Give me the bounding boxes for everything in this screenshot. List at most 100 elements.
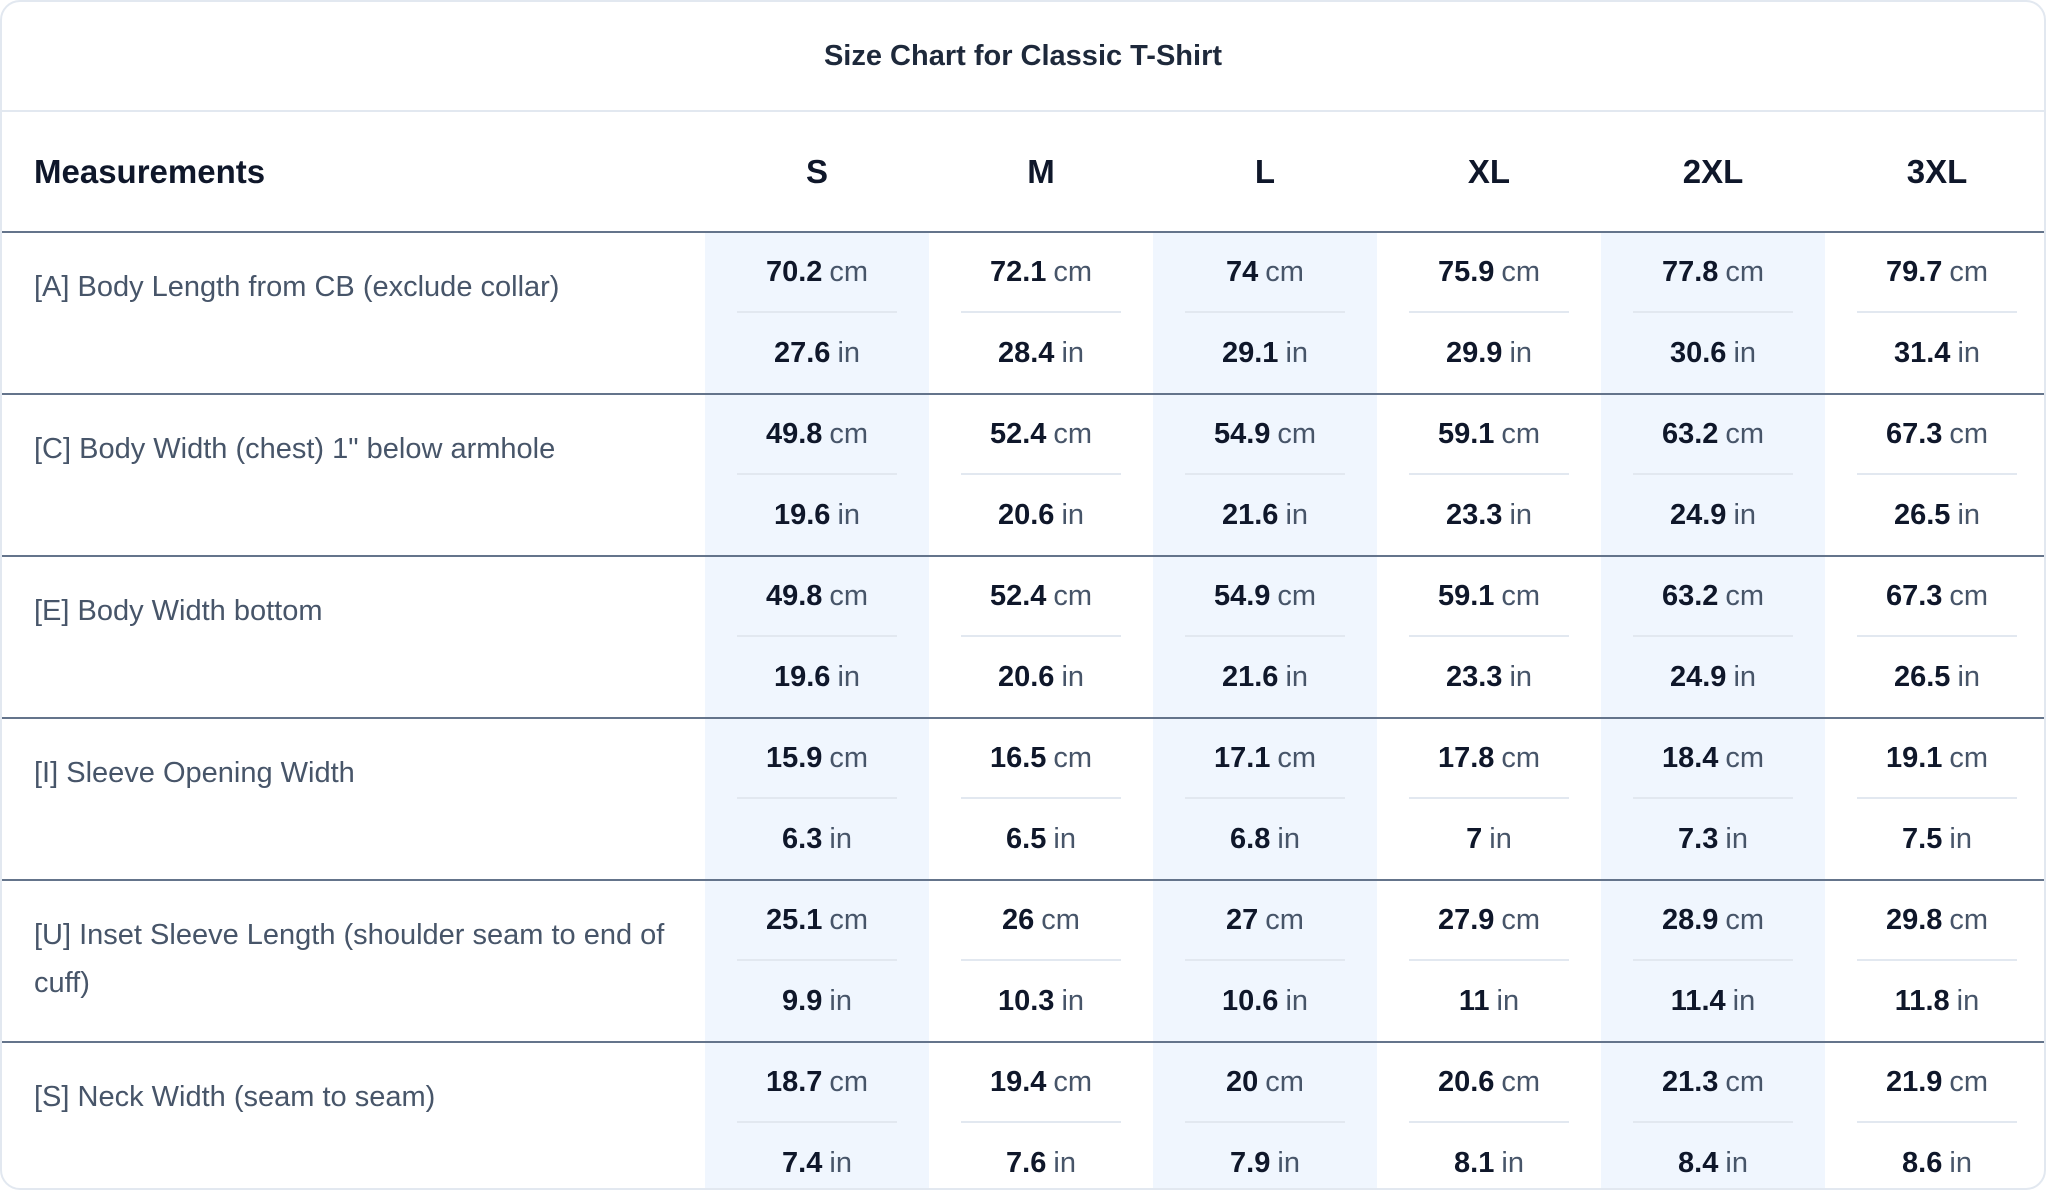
value-cm: 20.6 cm xyxy=(1409,1043,1569,1123)
unit-label: in xyxy=(1957,498,1981,531)
unit-label: in xyxy=(829,984,852,1017)
size-value-cell: 21.9 cm 8.6 in xyxy=(1825,1041,2044,1188)
unit-label: in xyxy=(1061,984,1085,1017)
value-in: 11.4 in xyxy=(1633,961,1793,1041)
size-value-cell: 29.8 cm 11.8 in xyxy=(1825,879,2044,1042)
value-number: 52.4 xyxy=(989,579,1047,612)
size-value-cell: 70.2 cm 27.6 in xyxy=(705,232,929,394)
value-number: 8.6 xyxy=(1902,1146,1943,1179)
value-cm: 63.2 cm xyxy=(1633,395,1793,475)
measurement-label: [S] Neck Width (seam to seam) xyxy=(2,1041,705,1188)
size-value-cell: 79.7 cm 31.4 in xyxy=(1825,232,2044,394)
value-number: 19.6 xyxy=(773,660,831,693)
unit-label: in xyxy=(1053,1146,1076,1179)
unit-label: in xyxy=(1285,984,1309,1017)
value-in: 24.9 in xyxy=(1633,475,1793,555)
size-value-cell: 18.7 cm 7.4 in xyxy=(705,1041,929,1188)
value-in: 10.3 in xyxy=(961,961,1121,1041)
measurement-label: [E] Body Width bottom xyxy=(2,555,705,718)
measurement-label: [C] Body Width (chest) 1" below armhole xyxy=(2,393,705,556)
size-value-cell: 72.1 cm 28.4 in xyxy=(929,232,1153,394)
value-cm: 59.1 cm xyxy=(1409,395,1569,475)
value-number: 54.9 xyxy=(1213,417,1271,450)
value-cm: 75.9 cm xyxy=(1409,233,1569,313)
unit-label: cm xyxy=(829,579,869,612)
unit-label: cm xyxy=(1053,1065,1093,1098)
unit-label: in xyxy=(1732,984,1756,1017)
unit-label: cm xyxy=(1949,255,1989,288)
size-value-cell: 54.9 cm 21.6 in xyxy=(1153,393,1377,556)
value-number: 26.5 xyxy=(1893,660,1951,693)
size-value-cell: 63.2 cm 24.9 in xyxy=(1601,555,1825,718)
unit-label: cm xyxy=(1053,579,1093,612)
value-number: 27 xyxy=(1226,903,1259,936)
value-number: 70.2 xyxy=(765,255,823,288)
value-in: 6.5 in xyxy=(961,799,1121,879)
value-cm: 25.1 cm xyxy=(737,881,897,961)
unit-label: in xyxy=(1285,498,1309,531)
value-number: 10.3 xyxy=(997,984,1055,1017)
unit-label: cm xyxy=(1265,1065,1304,1098)
value-number: 7.5 xyxy=(1902,822,1943,855)
value-number: 20.6 xyxy=(997,660,1055,693)
unit-label: in xyxy=(1956,984,1980,1017)
value-cm: 63.2 cm xyxy=(1633,557,1793,637)
value-in: 8.4 in xyxy=(1633,1123,1793,1188)
table-row: [A] Body Length from CB (exclude collar)… xyxy=(2,232,2044,394)
value-cm: 54.9 cm xyxy=(1185,395,1345,475)
value-cm: 15.9 cm xyxy=(737,719,897,799)
unit-label: cm xyxy=(1501,903,1541,936)
unit-label: in xyxy=(1285,336,1309,369)
unit-label: cm xyxy=(1277,741,1317,774)
value-number: 74 xyxy=(1226,255,1259,288)
value-number: 6.8 xyxy=(1230,822,1271,855)
unit-label: cm xyxy=(829,255,869,288)
unit-label: in xyxy=(1285,660,1309,693)
value-number: 29.8 xyxy=(1885,903,1943,936)
value-in: 19.6 in xyxy=(737,637,897,717)
size-value-cell: 54.9 cm 21.6 in xyxy=(1153,555,1377,718)
unit-label: cm xyxy=(1949,741,1989,774)
value-cm: 74 cm xyxy=(1185,233,1345,313)
value-number: 18.4 xyxy=(1661,741,1719,774)
value-number: 54.9 xyxy=(1213,579,1271,612)
value-in: 6.3 in xyxy=(737,799,897,879)
value-cm: 67.3 cm xyxy=(1857,557,2017,637)
value-number: 75.9 xyxy=(1437,255,1495,288)
value-in: 8.6 in xyxy=(1857,1123,2017,1188)
value-number: 25.1 xyxy=(765,903,823,936)
measurement-label: [I] Sleeve Opening Width xyxy=(2,717,705,880)
size-value-cell: 59.1 cm 23.3 in xyxy=(1377,393,1601,556)
size-value-cell: 17.8 cm 7 in xyxy=(1377,717,1601,880)
value-number: 29.9 xyxy=(1445,336,1503,369)
value-number: 24.9 xyxy=(1669,660,1727,693)
value-in: 9.9 in xyxy=(737,961,897,1041)
column-header-size-s: S xyxy=(705,112,929,233)
size-value-cell: 18.4 cm 7.3 in xyxy=(1601,717,1825,880)
value-in: 21.6 in xyxy=(1185,475,1345,555)
value-number: 21.6 xyxy=(1221,498,1279,531)
unit-label: cm xyxy=(829,903,869,936)
unit-label: in xyxy=(1061,660,1085,693)
unit-label: in xyxy=(1496,984,1520,1017)
unit-label: cm xyxy=(829,1065,869,1098)
value-number: 21.9 xyxy=(1885,1065,1943,1098)
value-cm: 17.1 cm xyxy=(1185,719,1345,799)
value-number: 7.9 xyxy=(1230,1146,1271,1179)
unit-label: in xyxy=(1733,498,1757,531)
value-in: 29.1 in xyxy=(1185,313,1345,393)
value-in: 21.6 in xyxy=(1185,637,1345,717)
value-in: 6.8 in xyxy=(1185,799,1345,879)
size-value-cell: 28.9 cm 11.4 in xyxy=(1601,879,1825,1042)
unit-label: in xyxy=(1509,498,1533,531)
value-number: 49.8 xyxy=(765,579,823,612)
value-number: 11.4 xyxy=(1670,984,1726,1017)
value-number: 23.3 xyxy=(1445,498,1503,531)
unit-label: in xyxy=(1733,660,1757,693)
value-number: 8.4 xyxy=(1678,1146,1719,1179)
size-value-cell: 52.4 cm 20.6 in xyxy=(929,555,1153,718)
value-number: 27.6 xyxy=(773,336,831,369)
value-number: 19.4 xyxy=(989,1065,1047,1098)
value-number: 49.8 xyxy=(765,417,823,450)
size-value-cell: 74 cm 29.1 in xyxy=(1153,232,1377,394)
